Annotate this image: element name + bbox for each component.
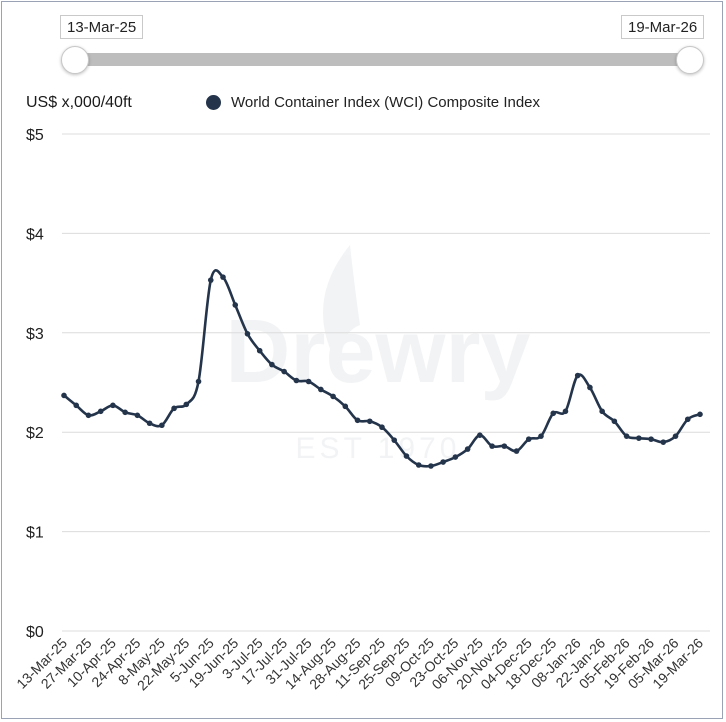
data-point[interactable] [330, 393, 336, 400]
range-start-label: 13-Mar-25 [60, 15, 144, 39]
data-point[interactable] [159, 422, 165, 429]
legend-item[interactable]: World Container Index (WCI) Composite In… [206, 94, 540, 111]
data-point[interactable] [623, 433, 630, 439]
y-tick-label: $0 [26, 624, 44, 641]
data-point[interactable] [305, 378, 312, 385]
data-point[interactable] [256, 347, 263, 354]
data-point[interactable] [440, 459, 446, 465]
y-axis-unit-label: US$ x,000/40ft [26, 94, 132, 111]
data-point[interactable] [525, 436, 532, 442]
legend-label: World Container Index (WCI) Composite In… [231, 94, 541, 111]
y-tick-label: $5 [26, 127, 44, 144]
data-point[interactable] [73, 402, 80, 409]
data-point[interactable] [428, 463, 434, 469]
data-point[interactable] [636, 435, 642, 441]
data-point[interactable] [464, 446, 471, 452]
data-point[interactable] [244, 330, 251, 337]
data-point[interactable] [85, 412, 92, 419]
data-point[interactable] [697, 411, 703, 418]
data-point[interactable] [342, 403, 349, 410]
data-point[interactable] [599, 408, 605, 415]
data-point[interactable] [660, 439, 667, 445]
y-tick-label: $2 [26, 425, 44, 442]
data-point[interactable] [587, 384, 593, 391]
y-tick-label: $1 [26, 525, 44, 542]
y-tick-label: $3 [26, 326, 44, 343]
data-point[interactable] [220, 274, 226, 280]
data-point[interactable] [403, 453, 410, 459]
data-point[interactable] [648, 436, 654, 442]
svg-text:Drewry: Drewry [225, 302, 530, 402]
data-point[interactable] [232, 302, 239, 308]
data-point[interactable] [281, 368, 287, 375]
data-point[interactable] [611, 418, 618, 425]
data-point[interactable] [391, 437, 398, 443]
data-point[interactable] [122, 409, 128, 416]
range-end-label: 19-Mar-26 [621, 15, 705, 39]
y-tick-label: $4 [26, 226, 44, 243]
data-point[interactable] [379, 424, 385, 431]
data-point[interactable] [293, 377, 300, 384]
range-end-handle[interactable] [676, 46, 704, 74]
data-point[interactable] [501, 443, 508, 449]
data-point[interactable] [562, 408, 569, 415]
data-point[interactable] [366, 418, 373, 425]
data-point[interactable] [183, 401, 190, 408]
data-point[interactable] [269, 361, 275, 368]
data-point[interactable] [513, 448, 520, 454]
drewry-watermark: Drewry EST 1970 [225, 245, 531, 465]
data-point[interactable] [489, 443, 495, 449]
range-start-handle[interactable] [61, 46, 89, 74]
data-point[interactable] [684, 416, 691, 423]
data-point[interactable] [538, 433, 544, 439]
data-point[interactable] [574, 372, 581, 379]
range-slider-track[interactable] [80, 53, 690, 66]
data-point[interactable] [207, 277, 214, 283]
data-point[interactable] [318, 386, 324, 393]
svg-text:EST 1970: EST 1970 [296, 432, 461, 465]
data-point[interactable] [171, 405, 177, 412]
data-point[interactable] [550, 410, 557, 417]
data-point[interactable] [477, 432, 483, 438]
data-point[interactable] [61, 392, 67, 399]
data-point[interactable] [415, 462, 422, 468]
data-point[interactable] [672, 433, 679, 439]
data-point[interactable] [452, 454, 459, 460]
data-point[interactable] [97, 408, 104, 415]
data-point[interactable] [195, 378, 202, 385]
legend-marker-icon [206, 95, 221, 110]
data-point[interactable] [146, 420, 153, 427]
data-point[interactable] [354, 417, 361, 424]
data-point[interactable] [134, 412, 141, 419]
data-point[interactable] [110, 402, 116, 409]
